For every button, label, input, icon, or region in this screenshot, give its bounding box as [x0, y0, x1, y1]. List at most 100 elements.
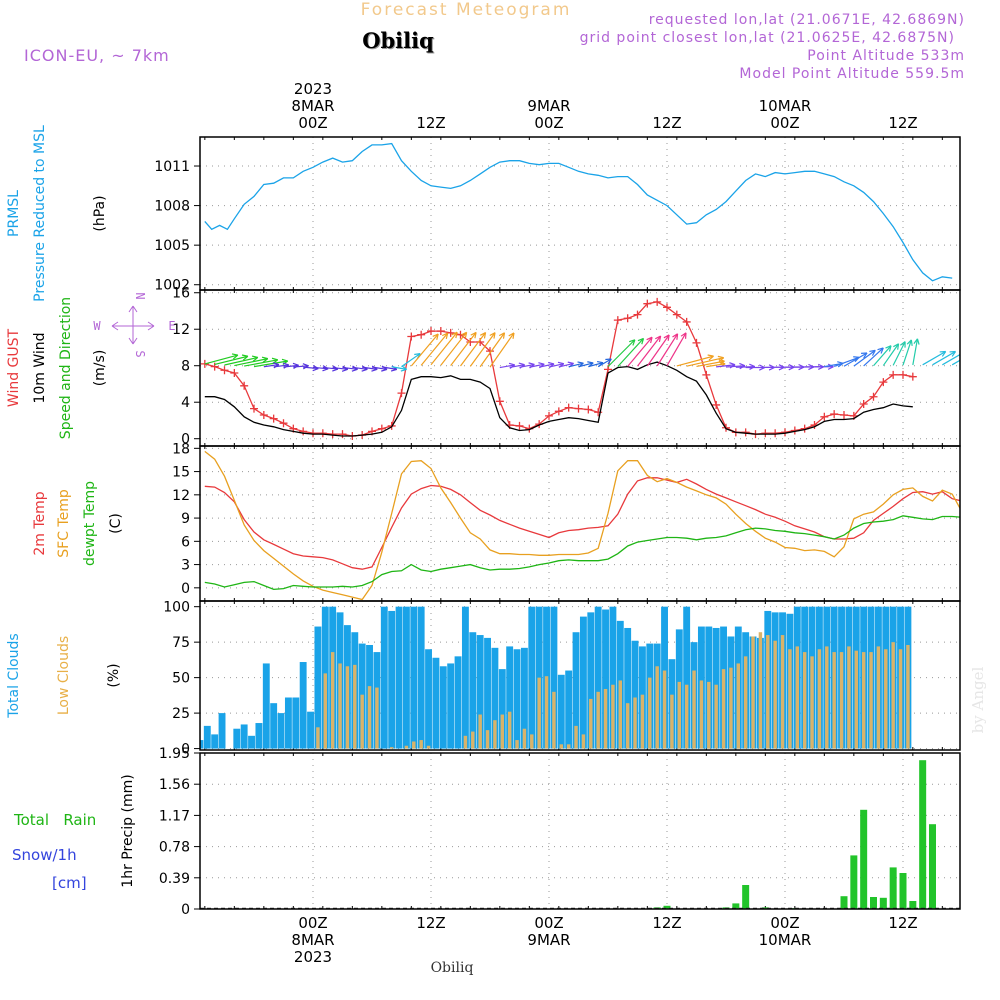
time-label: 00Z	[770, 914, 799, 932]
gust-marker	[545, 411, 553, 420]
precip-bar	[840, 896, 848, 909]
footer-location: Obiliq	[431, 960, 474, 976]
y-tick-label: 16	[172, 286, 190, 302]
gust-marker	[604, 365, 612, 374]
low-cloud-bar	[603, 688, 608, 749]
y-tick-label: 1002	[154, 278, 190, 294]
low-cloud-bar	[537, 677, 541, 749]
precip-bar	[732, 903, 740, 909]
low-cloud-bar	[522, 728, 527, 749]
low-cloud-bar	[330, 652, 335, 749]
wind-arrow	[833, 356, 860, 368]
wind-arrow	[381, 366, 397, 370]
wind-arrow	[391, 366, 407, 370]
y-tick-label: 0	[181, 432, 190, 448]
gust-marker	[328, 430, 337, 439]
time-label: 12Z	[652, 914, 681, 932]
wind-arrow-head	[672, 333, 679, 340]
precip-bar	[742, 885, 750, 909]
low-cloud-bar	[758, 632, 763, 749]
wind-arrow-head	[508, 332, 515, 339]
total-cloud-bar	[579, 616, 587, 749]
low-cloud-bar	[699, 680, 704, 749]
low-cloud-bar	[810, 656, 814, 749]
total-cloud-bar	[683, 606, 691, 749]
wind-arrow	[686, 357, 724, 367]
gust-marker	[879, 378, 888, 387]
time-label: 9MAR	[527, 97, 570, 115]
gust-marker	[820, 412, 829, 421]
y-axis-label: Total Clouds	[6, 633, 22, 718]
wind-arrow	[617, 338, 644, 367]
gust-marker	[515, 421, 524, 430]
gust-marker	[584, 405, 593, 414]
compass-east: E	[168, 319, 175, 333]
low-cloud-bar	[375, 687, 379, 749]
wind-arrow-head	[861, 352, 868, 359]
total-cloud-bar	[609, 606, 617, 749]
wind-arrow-head	[869, 349, 876, 356]
low-cloud-bar	[625, 703, 630, 749]
gust-marker	[495, 397, 504, 406]
total-cloud-bar	[410, 606, 418, 749]
wind-arrow	[312, 366, 329, 370]
total-cloud-bar	[425, 649, 432, 749]
gust-marker	[299, 427, 308, 436]
wind-arrow	[656, 333, 679, 367]
wind-arrow	[440, 331, 468, 366]
wind-arrow	[499, 364, 515, 369]
total-cloud-bar	[484, 637, 491, 749]
wind-arrow	[843, 352, 868, 367]
precip-bar	[899, 873, 907, 909]
wind-arrow	[529, 363, 545, 368]
model-label: ICON-EU, ~ 7km	[24, 46, 170, 65]
y-tick-label: 15	[172, 465, 190, 481]
wind-arrow-head	[261, 356, 269, 363]
precip-panel: 0 0.39 0.78 1.17 1.56 1.95 1hr Precip (mm) Tota…	[12, 746, 961, 918]
gust-marker	[564, 403, 573, 412]
low-cloud-bar	[788, 649, 792, 749]
y-tick-label: 12	[172, 322, 190, 338]
wind-arrow	[892, 341, 906, 366]
gust-marker	[200, 359, 209, 368]
time-label: 12Z	[888, 114, 917, 132]
total-cloud-bar	[203, 725, 211, 749]
gust-marker	[899, 370, 907, 379]
wind-arrow	[509, 364, 525, 369]
y-axis-label: 1hr Precip (mm)	[120, 774, 136, 887]
wind-arrow	[244, 359, 278, 367]
gust-marker	[830, 410, 839, 419]
wind-arrow	[951, 359, 960, 366]
wind-arrow	[539, 363, 555, 368]
y-axis-label: Low Clouds	[56, 636, 72, 715]
low-cloud-bar	[670, 694, 674, 749]
low-cloud-bar	[655, 666, 659, 749]
low-cloud-bar	[493, 720, 497, 749]
time-label: 00Z	[534, 114, 563, 132]
wind-arrow-head	[680, 332, 687, 339]
low-cloud-bar	[360, 694, 364, 749]
wind-arrow-head	[498, 332, 506, 339]
total-cloud-bar	[506, 646, 514, 749]
low-cloud-bar	[530, 734, 534, 749]
low-cloud-bar	[478, 714, 482, 749]
gust-marker	[712, 400, 721, 409]
wind-gust-line	[204, 301, 913, 437]
total-cloud-bar	[402, 606, 410, 749]
wind-plot	[200, 297, 960, 440]
sfc-temp-line	[204, 450, 960, 601]
wind-arrow	[932, 350, 956, 366]
wind-arrow	[489, 332, 515, 368]
wind-arrow	[873, 345, 892, 367]
gust-marker	[623, 314, 632, 323]
model-altitude: Model Point Altitude 559.5m	[739, 66, 965, 82]
low-cloud-bar	[633, 697, 637, 749]
time-label: 00Z	[298, 114, 327, 132]
gust-marker	[663, 303, 671, 312]
low-cloud-bar	[618, 680, 623, 749]
total-cloud-bar	[513, 649, 521, 749]
wind-arrow	[322, 366, 339, 370]
wind-arrow-head	[451, 331, 458, 339]
